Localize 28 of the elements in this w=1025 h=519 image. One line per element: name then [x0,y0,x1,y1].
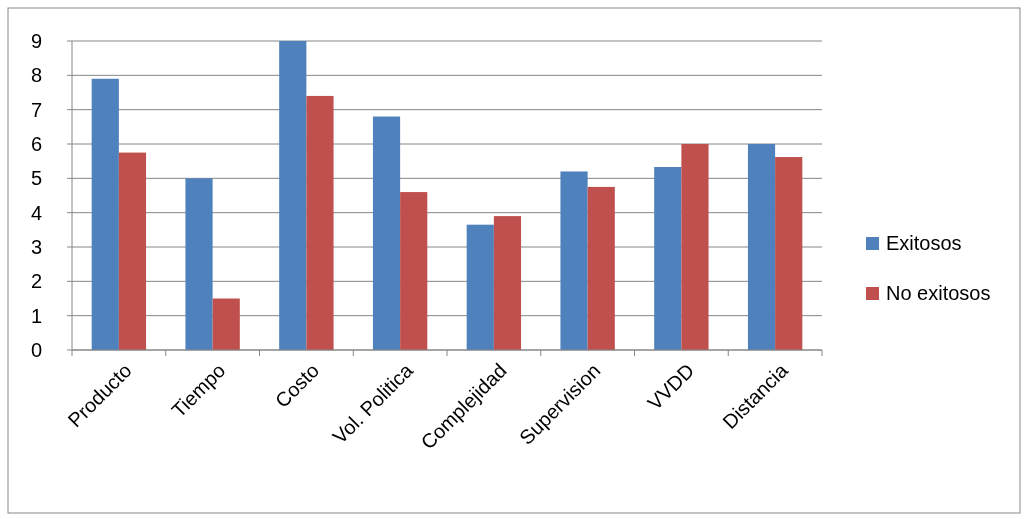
y-tick-label: 6 [30,133,42,155]
bar [306,95,334,350]
y-tick-label: 8 [30,64,42,87]
y-tick-label: 7 [30,98,42,121]
bar [493,216,522,350]
bar [747,144,776,350]
bar [587,186,615,350]
y-tick-label: 1 [30,304,42,327]
y-tick-label: 9 [30,30,42,52]
bar [91,78,119,350]
bar [466,224,494,350]
bar [400,192,428,350]
bar [372,116,401,350]
bar [560,171,588,350]
bar [279,41,307,350]
bar [775,157,803,350]
bar [185,178,213,350]
legend-label: Exitosos [886,232,962,254]
y-tick-label: 4 [30,201,42,224]
legend-label: No exitosos [886,282,991,304]
y-tick-label: 5 [30,167,42,190]
y-tick-label: 3 [30,236,42,258]
bar [681,144,709,350]
y-tick-label: 0 [30,339,42,361]
y-tick-label: 2 [30,270,42,293]
bar [654,167,682,350]
bar [212,298,240,350]
bar [118,152,147,350]
